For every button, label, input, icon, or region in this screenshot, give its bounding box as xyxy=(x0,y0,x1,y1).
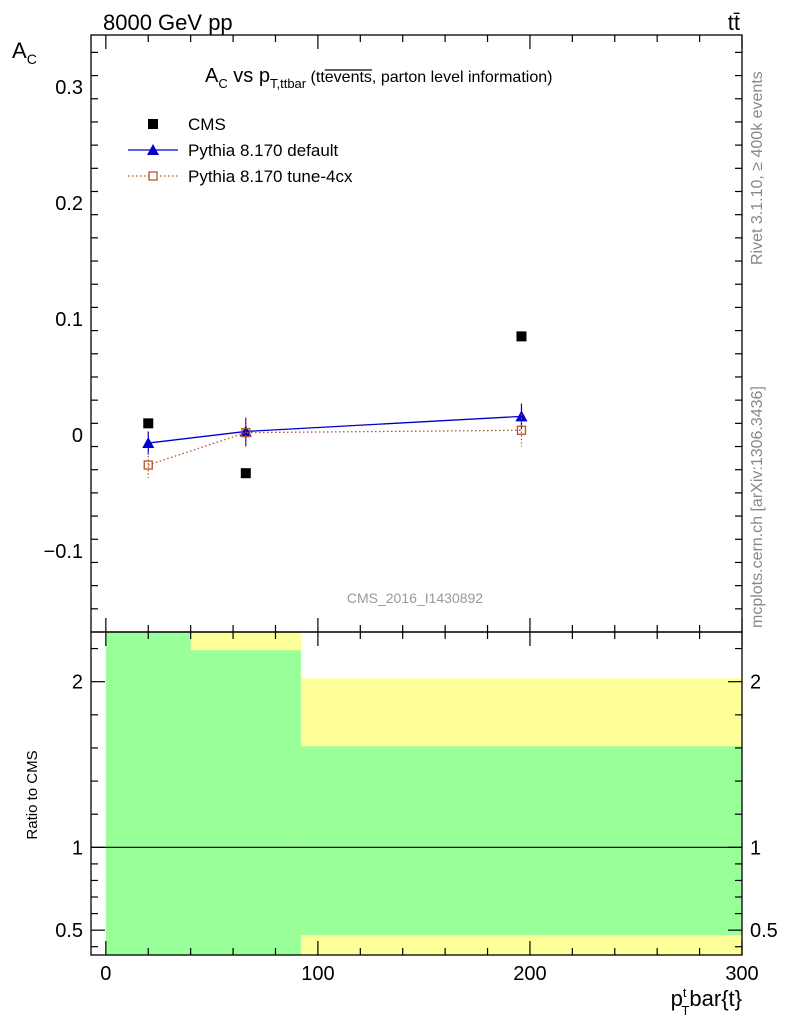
x-tick-label: 200 xyxy=(513,963,546,985)
series-line xyxy=(148,415,522,444)
ratio-tick-label-left: 2 xyxy=(72,672,83,694)
y-tick-label: −0.1 xyxy=(44,541,83,563)
x-tick-label: 100 xyxy=(301,963,334,985)
x-axis-label-rest: bar{t} xyxy=(689,986,742,1011)
x-axis-label-sub: T xyxy=(681,1003,689,1018)
data-point xyxy=(240,468,251,479)
x-tick-label: 0 xyxy=(100,963,111,985)
series-layer xyxy=(142,331,528,479)
data-point xyxy=(143,460,153,470)
header-process: tt̄ xyxy=(728,10,740,35)
title-paren-close: , parton level information) xyxy=(372,69,553,86)
y-axis-label-main: A xyxy=(12,38,27,63)
legend-marker xyxy=(148,171,158,181)
side-text-top: Rivet 3.1.10, ≥ 400k events xyxy=(749,71,766,265)
x-axis-ticks: 0 100 200 300 xyxy=(100,35,759,985)
data-point xyxy=(143,418,154,429)
ratio-band-green xyxy=(105,632,301,955)
title-vs-sub: T,ttbar xyxy=(270,76,307,91)
ratio-plot-frame xyxy=(90,631,743,956)
y-tick-label: 0.3 xyxy=(55,77,83,99)
y-tick-label: 0.2 xyxy=(55,193,83,215)
y-axis-label: AC xyxy=(12,38,37,67)
x-tick-label: 300 xyxy=(725,963,758,985)
data-point xyxy=(241,427,251,438)
ratio-band-green xyxy=(300,746,742,936)
data-point xyxy=(515,410,528,422)
chart-title: AC vs pT,ttbar (ttevents, parton level i… xyxy=(205,65,552,91)
main-axis-ticks: −0.1 0 0.1 0.2 0.3 xyxy=(44,51,742,610)
ratio-band-yellow xyxy=(190,632,301,651)
ratio-y-axis-label: Ratio to CMS xyxy=(24,750,41,839)
legend-marker xyxy=(148,119,158,129)
ratio-tick-label-right: 2 xyxy=(750,672,761,694)
data-point xyxy=(516,425,527,435)
y-tick-label: 0.1 xyxy=(55,309,83,331)
x-axis-label: pt Tbar{t} xyxy=(671,985,742,1018)
legend-label: CMS xyxy=(188,115,226,134)
legend-marker xyxy=(147,144,159,155)
title-paren-over: events xyxy=(325,69,372,86)
title-paren-open: (tt xyxy=(306,69,325,86)
ratio-axis-ticks: 0.5 0.5 1 1 2 2 xyxy=(55,647,778,948)
y-tick-label: 0 xyxy=(72,425,83,447)
data-point xyxy=(516,331,527,342)
legend: CMS Pythia 8.170 default Pythia 8.170 tune… xyxy=(128,115,353,186)
x-axis-label-main: p xyxy=(671,986,683,1011)
side-text-bottom: mcplots.cern.ch [arXiv:1306.3436] xyxy=(749,386,766,628)
ratio-bands xyxy=(91,632,742,955)
legend-label: Pythia 8.170 tune-4cx xyxy=(188,167,353,186)
title-vs: vs p xyxy=(228,65,270,87)
ratio-tick-label-left: 1 xyxy=(72,837,83,859)
title-prefix: A xyxy=(205,65,219,87)
title-prefix-sub: C xyxy=(218,76,227,91)
header-energy: 8000 GeV pp xyxy=(103,10,233,35)
x-axis-label-sup: t xyxy=(683,985,687,1000)
series-line xyxy=(148,429,522,466)
ratio-tick-label-left: 0.5 xyxy=(55,920,83,942)
legend-label: Pythia 8.170 default xyxy=(188,141,339,160)
ratio-tick-label-right: 0.5 xyxy=(750,920,778,942)
ratio-tick-label-right: 1 xyxy=(750,837,761,859)
data-point xyxy=(142,437,155,449)
data-point xyxy=(239,425,252,437)
y-axis-label-sub: C xyxy=(27,51,37,67)
analysis-label: CMS_2016_I1430892 xyxy=(347,590,483,606)
